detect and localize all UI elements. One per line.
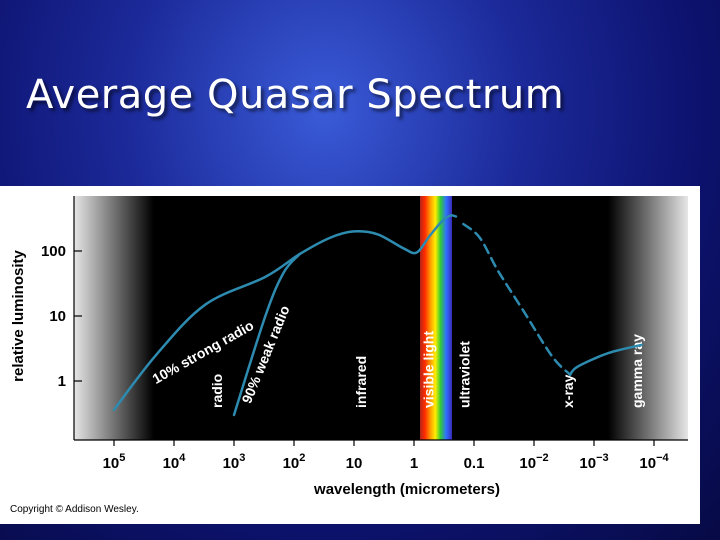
x-tick-label: 103 (223, 452, 246, 472)
x-tick-label: 0.1 (464, 455, 485, 472)
curve-90-weak-radio (232, 252, 302, 417)
band-label-ultraviolet: ultraviolet (456, 341, 472, 408)
y-tick-label: 1 (58, 373, 66, 390)
curve-10-strong-radio (112, 214, 458, 412)
band-label-radio: radio (209, 374, 225, 408)
spectrum-background (74, 196, 688, 440)
band-label-visible-light: visible light (420, 331, 436, 408)
x-tick-label: 102 (283, 452, 306, 472)
spectrum-figure: radio infrared visible light ultraviolet x-r… (0, 186, 700, 524)
x-tick-label: 10−4 (639, 452, 669, 472)
x-tick-label: 10 (346, 455, 363, 472)
curve-xray-gamma-segment (568, 343, 644, 376)
y-axis-label: relative luminosity (10, 249, 27, 381)
visible-light-band (420, 196, 452, 440)
curve-dashed-segment (462, 222, 572, 376)
x-tick-label: 105 (103, 452, 126, 472)
copyright-notice: Copyright © Addison Wesley. (10, 504, 139, 515)
quasar-spectrum-chart: radio infrared visible light ultraviolet x-r… (10, 196, 688, 498)
y-tick-label: 100 (41, 243, 66, 260)
y-tick-label: 10 (49, 308, 66, 325)
x-tick-label: 1 (410, 455, 418, 472)
band-label-infrared: infrared (353, 356, 369, 408)
slide-title: Average Quasar Spectrum (26, 72, 565, 118)
x-tick-label: 10−3 (579, 452, 608, 472)
band-label-gamma-ray: gamma ray (629, 334, 645, 408)
x-tick-label: 104 (163, 452, 187, 472)
x-tick-label: 10−2 (519, 452, 548, 472)
band-label-x-ray: x-ray (560, 374, 576, 408)
x-axis-label: wavelength (micrometers) (313, 481, 500, 498)
